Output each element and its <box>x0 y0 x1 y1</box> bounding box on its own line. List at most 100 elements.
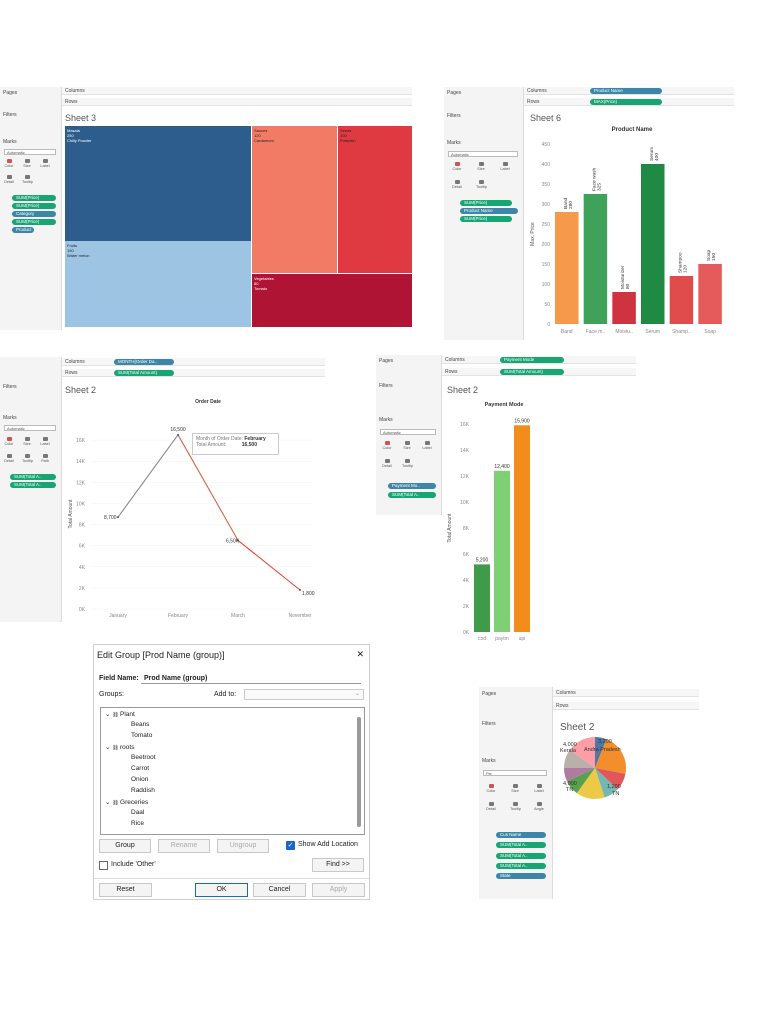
tree-group-node[interactable]: ⌄ ⛓ Greceries <box>105 798 148 806</box>
close-icon[interactable]: ✕ <box>356 649 364 659</box>
rows-shelf[interactable]: Rows <box>62 98 412 106</box>
ungroup-button[interactable]: Ungroup <box>217 839 269 853</box>
size-card[interactable]: Size <box>510 784 520 794</box>
rows-shelf[interactable]: Rows SUM(Total Amount) <box>62 369 325 377</box>
tree-leaf-node[interactable]: Raddish <box>131 787 155 794</box>
label-card[interactable]: Label <box>40 437 50 447</box>
path-card[interactable]: Path <box>40 454 50 464</box>
detail-card[interactable]: Detail <box>4 454 14 464</box>
mark-type-dropdown[interactable]: Pie <box>483 770 547 776</box>
columns-pill[interactable]: Payment Mode <box>500 357 564 363</box>
tree-leaf-node[interactable]: Daal <box>131 809 144 816</box>
marks-pill[interactable]: State <box>496 873 546 879</box>
columns-shelf[interactable]: Columns Product Name <box>524 87 734 95</box>
tree-leaf-node[interactable]: Beetroot <box>131 754 156 761</box>
rows-shelf[interactable]: Rows <box>553 702 699 710</box>
apply-button[interactable]: Apply <box>312 883 365 897</box>
treemap-cell[interactable]: Sauces 120 Cardamom <box>252 126 337 273</box>
tooltip-card[interactable]: Tooltip <box>402 459 413 469</box>
show-add-location-checkbox[interactable]: ✓ <box>286 841 295 850</box>
treemap-cell[interactable]: Masala 250 Chilly Powder <box>65 126 251 241</box>
rows-pill[interactable]: MAX(Price) <box>590 99 662 105</box>
marks-pill[interactable]: SUM(Price) <box>460 216 512 222</box>
tree-leaf-node[interactable]: Rice <box>131 820 144 827</box>
tooltip-card[interactable]: Tooltip <box>22 454 33 464</box>
rename-button[interactable]: Rename <box>158 839 210 853</box>
marks-pill[interactable]: SUM(Price) <box>460 200 512 206</box>
columns-shelf[interactable]: Columns MONTH(Order Da.. <box>62 358 325 366</box>
marks-pill[interactable]: SUM(Price) <box>12 203 56 209</box>
marks-pill[interactable]: SUM(Price) <box>12 195 56 201</box>
tree-group-node[interactable]: ⌄ ⛓ Plant <box>105 710 135 718</box>
detail-card[interactable]: Detail <box>486 802 496 812</box>
tooltip-card[interactable]: Tooltip <box>510 802 521 812</box>
color-card[interactable]: Color <box>382 441 392 451</box>
label-card[interactable]: Label <box>40 159 50 169</box>
tree-leaf-node[interactable]: Carrot <box>131 765 149 772</box>
tree-scrollbar[interactable] <box>357 717 361 827</box>
marks-pill[interactable]: SUM(Total A.. <box>496 842 546 848</box>
marks-pill[interactable]: Category <box>12 211 56 217</box>
mark-type-dropdown[interactable]: Automatic <box>4 425 56 431</box>
detail-card[interactable]: Detail <box>4 175 14 185</box>
marks-pill[interactable]: Cus Name <box>496 832 546 838</box>
detail-card[interactable]: Detail <box>382 459 392 469</box>
treemap-cell[interactable]: Fruits 150 Water melon <box>65 241 251 327</box>
size-card[interactable]: Size <box>22 437 32 447</box>
label-card[interactable]: Label <box>422 441 432 451</box>
marks-pill[interactable]: SUM(Total A.. <box>10 474 56 480</box>
rows-shelf[interactable]: Rows MAX(Price) <box>524 98 734 106</box>
group-button[interactable]: Group <box>99 839 151 853</box>
tooltip-card[interactable]: Tooltip <box>476 180 487 190</box>
color-card[interactable]: Color <box>4 159 14 169</box>
columns-pill[interactable]: Product Name <box>590 88 662 94</box>
angle-card[interactable]: Angle <box>534 802 544 812</box>
color-card[interactable]: Color <box>486 784 496 794</box>
marks-pill[interactable]: SUM(Total A.. <box>388 492 436 498</box>
include-other-checkbox[interactable] <box>99 861 108 870</box>
marks-pill[interactable]: Payment Mo.. <box>388 483 436 489</box>
treemap-cell[interactable]: Seeds 100 Pumpkin <box>338 126 412 273</box>
tree-leaf-node[interactable]: Tomato <box>131 732 152 739</box>
rows-pill[interactable]: SUM(Total Amount) <box>500 369 564 375</box>
marks-pill[interactable]: SUM(Price) <box>12 219 56 225</box>
mark-type-dropdown[interactable]: Automatic <box>448 151 518 157</box>
chevron-down-icon[interactable]: ⌄ <box>105 744 113 751</box>
tree-leaf-node[interactable]: Beans <box>131 721 149 728</box>
reset-button[interactable]: Reset <box>99 883 152 897</box>
marks-pill[interactable]: SUM(Total A.. <box>496 863 546 869</box>
tooltip-card[interactable]: Tooltip <box>22 175 33 185</box>
groups-tree[interactable]: ⌄ ⛓ Plant Beans Tomato ⌄ ⛓ roots Beetroot Car… <box>100 707 365 835</box>
rows-shelf[interactable]: Rows SUM(Total Amount) <box>442 368 636 376</box>
color-card[interactable]: Color <box>4 437 14 447</box>
size-card[interactable]: Size <box>402 441 412 451</box>
columns-shelf[interactable]: Columns Payment Mode <box>442 356 636 364</box>
marks-pill[interactable]: Product <box>12 227 34 233</box>
find-button[interactable]: Find >> <box>312 858 364 872</box>
size-card[interactable]: Size <box>22 159 32 169</box>
marks-pill[interactable]: SUM(Total A.. <box>10 482 56 488</box>
ok-button[interactable]: OK <box>195 883 248 897</box>
detail-card[interactable]: Detail <box>452 180 462 190</box>
columns-shelf[interactable]: Columns <box>553 689 699 697</box>
chevron-down-icon[interactable]: ⌄ <box>105 799 113 806</box>
columns-shelf[interactable]: Columns <box>62 87 412 95</box>
treemap-cell[interactable]: Vegetables 80 Tomato <box>252 274 412 327</box>
field-name-input[interactable]: Prod Name (group) <box>141 673 361 684</box>
label-card[interactable]: Label <box>500 162 510 172</box>
chevron-down-icon[interactable]: ⌄ <box>105 711 113 718</box>
marks-pill[interactable]: Product Name <box>460 208 518 214</box>
cancel-button[interactable]: Cancel <box>253 883 306 897</box>
tree-leaf-node[interactable]: Onion <box>131 776 148 783</box>
columns-pill[interactable]: MONTH(Order Da.. <box>114 359 174 365</box>
mark-type-dropdown[interactable]: Automatic <box>380 429 436 435</box>
marks-pill[interactable]: SUM(Total A.. <box>496 853 546 859</box>
add-to-dropdown[interactable]: ⌄ <box>244 689 364 700</box>
y-tick-label: 200 <box>542 242 551 248</box>
size-card[interactable]: Size <box>476 162 486 172</box>
tree-group-node[interactable]: ⌄ ⛓ roots <box>105 743 134 751</box>
color-card[interactable]: Color <box>452 162 462 172</box>
label-card[interactable]: Label <box>534 784 544 794</box>
rows-pill[interactable]: SUM(Total Amount) <box>114 370 174 376</box>
mark-type-dropdown[interactable]: Automatic <box>4 149 56 155</box>
